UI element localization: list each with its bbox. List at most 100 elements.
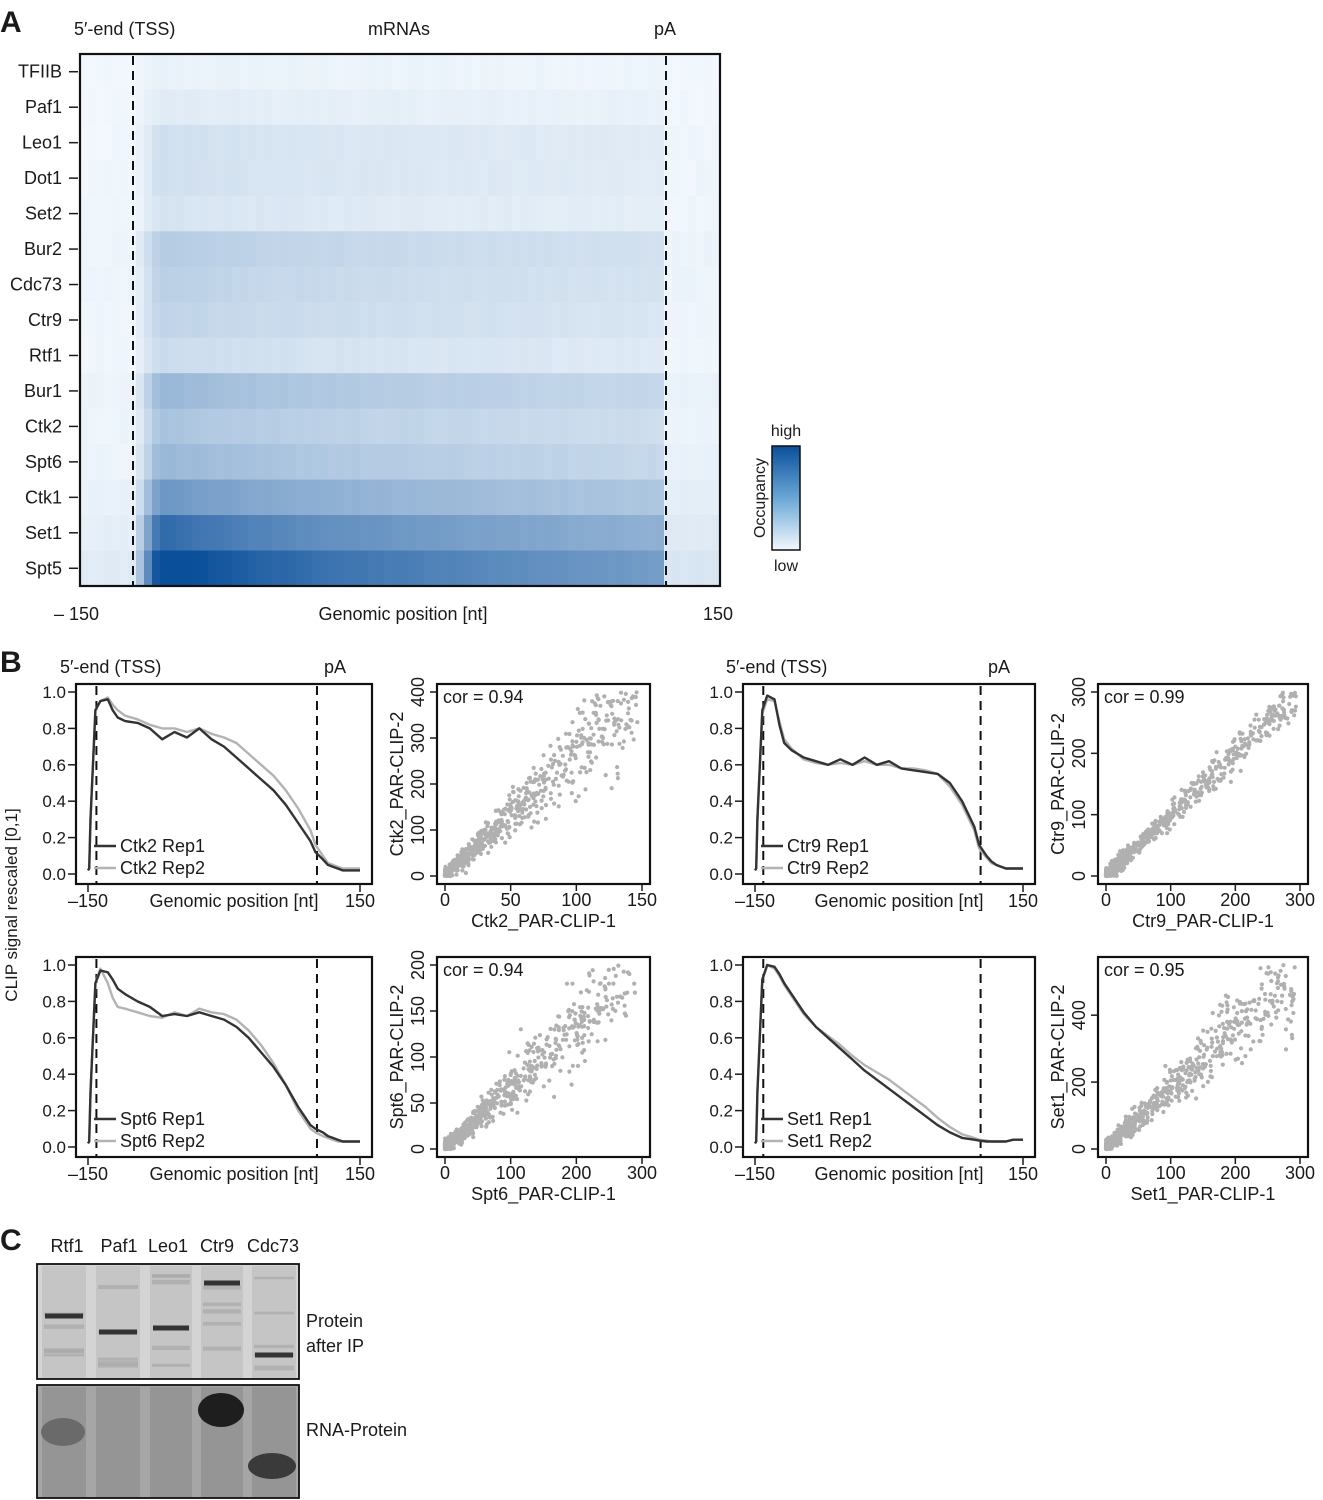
scatter-point <box>578 990 584 995</box>
heatmap-cell <box>456 408 465 445</box>
heatmap-cell <box>232 54 241 90</box>
heatmap-cell <box>296 515 305 552</box>
scatter-point <box>1258 1039 1263 1044</box>
scatter-point <box>575 1033 580 1039</box>
heatmap-cell <box>192 231 201 268</box>
heatmap-cell <box>680 337 689 374</box>
heatmap-cell <box>600 89 609 126</box>
ytick-label: 50 <box>408 1093 428 1113</box>
heatmap-cell <box>640 337 649 374</box>
scatter-point <box>1293 704 1298 709</box>
scatter-point <box>512 1068 517 1073</box>
heatmap-cell <box>120 373 129 410</box>
scatter-point <box>1278 717 1283 722</box>
scatter-point <box>464 846 470 852</box>
scatter-point <box>1228 1051 1233 1056</box>
scatter-point <box>527 775 533 780</box>
heatmap-cell <box>88 124 97 161</box>
scatter-point <box>515 805 521 810</box>
heatmap-cell <box>592 124 601 161</box>
scatter-point <box>544 1042 549 1047</box>
scatter-point <box>1195 1044 1200 1049</box>
scatter-point <box>472 1111 477 1116</box>
line1-tss-label: 5′-end (TSS) <box>60 657 161 677</box>
scatter-point <box>546 776 551 781</box>
scatter-point <box>604 998 610 1003</box>
heatmap-cell <box>168 337 177 374</box>
scatter-point <box>1147 1104 1152 1109</box>
scatter-point <box>583 787 588 792</box>
heatmap-cell <box>648 444 657 481</box>
heatmap-cell <box>320 302 329 339</box>
colorbar-title: Occupancy <box>752 458 769 538</box>
heatmap-cell <box>136 302 145 339</box>
heatmap-cell <box>104 160 113 197</box>
heatmap-cell <box>176 302 185 339</box>
heatmap-cell <box>576 160 585 197</box>
scatter-point <box>580 1035 585 1040</box>
scatter-point <box>1121 1131 1126 1136</box>
scatter-point <box>482 831 487 837</box>
heatmap-cell <box>168 124 177 161</box>
scatter-point <box>1202 1064 1208 1069</box>
gel-lane-label-rtf1: Rtf1 <box>50 1236 83 1256</box>
heatmap-cell <box>152 444 161 481</box>
xtick-label: 0 <box>440 890 450 910</box>
scatter-point <box>542 1055 547 1060</box>
scatter-point <box>1235 746 1240 751</box>
ytick-label: 1.0 <box>42 683 66 702</box>
scatter-point <box>1152 820 1157 826</box>
heatmap-cell <box>336 515 345 552</box>
heatmap-cell <box>440 54 449 90</box>
heatmap-cell <box>392 515 401 552</box>
scatter-point <box>583 717 588 722</box>
heatmap-cell <box>144 124 153 161</box>
heatmap-cell <box>104 231 113 268</box>
heatmap-cell <box>576 89 585 126</box>
scatter-point <box>1265 1010 1270 1015</box>
heatmap-cell <box>384 195 393 232</box>
scatter-point <box>527 790 532 795</box>
xtick-label: –150 <box>68 1164 108 1184</box>
heatmap-cell <box>80 373 89 410</box>
scatter-point <box>1208 1063 1213 1068</box>
scatter-point <box>1231 752 1236 757</box>
heatmap-cell <box>256 479 265 516</box>
scatter-point <box>1259 986 1264 991</box>
panel-c-letter: C <box>0 1224 22 1257</box>
heatmap-cell <box>480 160 489 197</box>
scatter-point <box>548 791 553 796</box>
scatter-point <box>481 1104 486 1109</box>
heatmap-cell <box>408 266 417 303</box>
heatmap-cell <box>192 515 201 552</box>
heatmap-cell <box>224 195 233 232</box>
heatmap-cell <box>248 515 257 552</box>
heatmap-cell <box>392 89 401 126</box>
heatmap-cell <box>192 266 201 303</box>
scatter-point <box>1219 1009 1224 1014</box>
scatter-point <box>1225 1003 1230 1008</box>
heatmap-cell <box>664 408 673 445</box>
heatmap-cell <box>504 337 513 374</box>
heatmap-cell <box>136 444 145 481</box>
heatmap-cell <box>464 302 473 339</box>
heatmap-cell <box>704 408 713 445</box>
ytick-label: 0.6 <box>709 756 733 775</box>
heatmap-cell <box>352 160 361 197</box>
heatmap-cell <box>624 515 633 552</box>
heatmap-cell <box>392 550 401 587</box>
heatmap-cell <box>208 160 217 197</box>
gel-faint-band <box>203 1302 241 1307</box>
scatter-point <box>584 737 589 742</box>
scatter-point <box>1266 971 1271 976</box>
scatter-point <box>454 1136 459 1142</box>
heatmap-cell <box>592 373 601 410</box>
scatter-point <box>1239 1061 1245 1066</box>
heatmap-cell <box>400 231 409 268</box>
heatmap-cell <box>120 302 129 339</box>
heatmap-cell <box>632 479 641 516</box>
heatmap-cell <box>216 266 225 303</box>
scatter-point <box>1166 812 1171 817</box>
scatter-point <box>1220 1053 1225 1058</box>
scatter-point <box>604 713 609 718</box>
